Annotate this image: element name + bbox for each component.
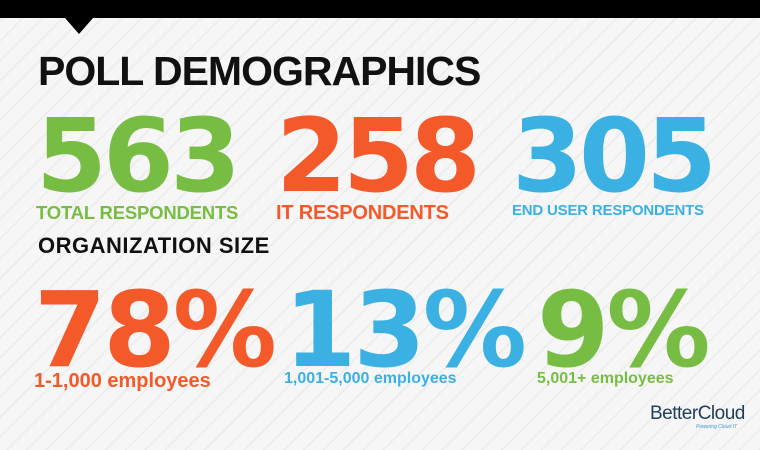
stat-end-user-respondents: 305 END USER RESPONDENTS	[512, 97, 717, 220]
logo-wordmark: BetterCloud	[650, 403, 745, 424]
stat-org-large: 9% 5,001+ employees	[537, 269, 711, 391]
stat-label: IT RESPONDENTS	[276, 202, 449, 224]
stat-total-respondents: 563 TOTAL RESPONDENTS	[36, 97, 241, 224]
stat-label: 1-1,000 employees	[34, 370, 211, 392]
stat-value: 78%	[34, 269, 277, 391]
stat-label: 5,001+ employees	[537, 370, 674, 387]
stat-label: 1,001-5,000 employees	[284, 370, 457, 387]
stat-org-small: 78% 1-1,000 employees	[34, 269, 277, 393]
stat-it-respondents: 258 IT RESPONDENTS	[276, 97, 481, 225]
stat-value: 13%	[284, 269, 527, 391]
top-bar	[0, 0, 760, 18]
stat-label: TOTAL RESPONDENTS	[36, 202, 239, 223]
stat-value: 305	[512, 97, 717, 216]
stat-label: END USER RESPONDENTS	[512, 202, 704, 219]
stat-value: 9%	[537, 269, 711, 391]
stat-org-medium: 13% 1,001-5,000 employees	[284, 269, 527, 391]
top-bar-notch	[65, 18, 93, 34]
page-title: POLL DEMOGRAPHICS	[38, 48, 481, 94]
section-title: ORGANIZATION SIZE	[38, 233, 270, 258]
bettercloud-logo: BetterCloud Powering Cloud IT	[650, 403, 750, 430]
stat-value: 563	[36, 97, 241, 216]
logo-tagline: Powering Cloud IT	[696, 424, 738, 430]
stat-value: 258	[276, 97, 481, 216]
